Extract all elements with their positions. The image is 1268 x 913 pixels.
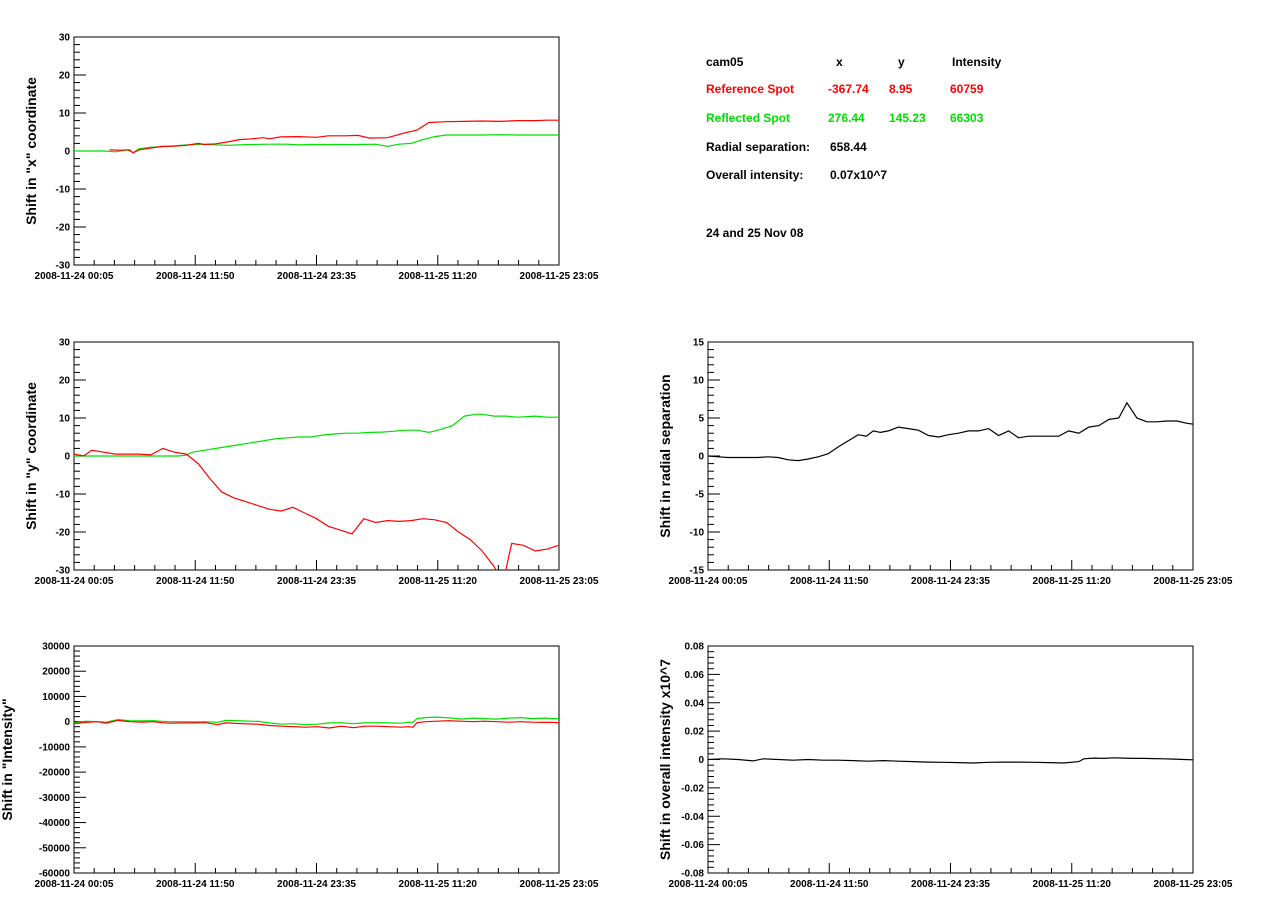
overall-intensity-shift-x-tick-label: 2008-11-25 23:05 bbox=[1154, 879, 1233, 890]
intensity-shift-x-tick-label: 2008-11-24 00:05 bbox=[35, 879, 114, 890]
x-shift-y-tick-label: 20 bbox=[59, 71, 71, 82]
radial-shift-frame bbox=[707, 341, 1194, 571]
radial-shift-y-tick-label: 5 bbox=[698, 414, 704, 425]
intensity-shift-y-tick-label: 20000 bbox=[42, 667, 70, 678]
overall-intensity-shift-y-tick-label: -0.04 bbox=[681, 812, 704, 823]
overall-intensity-shift-y-tick-label: -0.08 bbox=[681, 869, 704, 880]
intensity-shift-y-tick-label: -40000 bbox=[39, 818, 71, 829]
y-shift-y-tick-label: -10 bbox=[56, 490, 71, 501]
intensity-shift-x-tick-label: 2008-11-25 11:20 bbox=[399, 879, 478, 890]
radial-shift-y-tick-label: -15 bbox=[690, 566, 705, 577]
intensity-shift-series-line-2 bbox=[74, 719, 559, 729]
y-shift-y-tick-label: 30 bbox=[59, 338, 71, 349]
overall-intensity-shift-y-axis-title: Shift in overall intensity x10^7 bbox=[657, 659, 673, 860]
y-shift-y-tick-label: 20 bbox=[59, 376, 71, 387]
x-shift-x-tick-label: 2008-11-24 00:05 bbox=[35, 271, 114, 282]
intensity-shift-y-tick-label: -60000 bbox=[39, 869, 71, 880]
radial-shift-x-tick-label: 2008-11-24 23:35 bbox=[911, 576, 990, 587]
overall-intensity-shift-y-tick-label: 0.08 bbox=[685, 642, 705, 653]
x-shift-y-tick-label: 10 bbox=[59, 109, 71, 120]
y-shift-y-tick-label: -20 bbox=[56, 528, 71, 539]
y-shift-series-line-2 bbox=[74, 447, 559, 570]
overall-intensity-shift-y-tick-label: 0 bbox=[698, 755, 704, 766]
intensity-shift-y-tick-label: 30000 bbox=[42, 642, 70, 653]
overall-intensity-shift-x-tick-label: 2008-11-24 23:35 bbox=[911, 879, 990, 890]
overall-intensity-shift-y-tick-label: -0.06 bbox=[681, 840, 704, 851]
y-shift-x-tick-label: 2008-11-24 23:35 bbox=[277, 576, 356, 587]
intensity-shift-x-tick-label: 2008-11-24 23:35 bbox=[277, 879, 356, 890]
y-shift-series-line-1 bbox=[74, 413, 559, 457]
intensity-shift-series-line-1 bbox=[74, 716, 559, 726]
radial-shift-y-tick-label: 0 bbox=[698, 452, 704, 463]
y-shift-y-tick-label: 0 bbox=[64, 452, 70, 463]
intensity-shift-x-tick-label: 2008-11-25 23:05 bbox=[520, 879, 599, 890]
overall-intensity-shift-y-tick-label: 0.04 bbox=[685, 698, 705, 709]
x-shift-x-tick-label: 2008-11-24 23:35 bbox=[277, 271, 356, 282]
overall-intensity-shift-x-tick-label: 2008-11-24 11:50 bbox=[790, 879, 869, 890]
radial-shift-x-tick-label: 2008-11-25 23:05 bbox=[1154, 576, 1233, 587]
radial-shift-x-tick-label: 2008-11-24 00:05 bbox=[669, 576, 748, 587]
intensity-shift-y-tick-label: -30000 bbox=[39, 793, 71, 804]
x-shift-y-tick-label: -20 bbox=[56, 223, 71, 234]
x-shift-x-tick-label: 2008-11-24 11:50 bbox=[156, 271, 235, 282]
intensity-shift-frame bbox=[73, 645, 560, 874]
x-shift-frame bbox=[73, 36, 560, 266]
radial-shift-x-tick-label: 2008-11-24 11:50 bbox=[790, 576, 869, 587]
overall-intensity-shift-y-tick-label: -0.02 bbox=[681, 783, 704, 794]
y-shift-y-tick-label: -30 bbox=[56, 566, 71, 577]
x-shift-x-tick-label: 2008-11-25 23:05 bbox=[520, 271, 599, 282]
x-shift-y-tick-label: 30 bbox=[59, 33, 71, 44]
intensity-shift-y-tick-label: -10000 bbox=[39, 742, 71, 753]
overall-intensity-shift-x-tick-label: 2008-11-25 11:20 bbox=[1033, 879, 1112, 890]
x-shift-x-tick-label: 2008-11-25 11:20 bbox=[399, 271, 478, 282]
y-shift-y-axis-title: Shift in "y" coordinate bbox=[23, 382, 39, 530]
x-shift-y-tick-label: 0 bbox=[64, 147, 70, 158]
radial-shift-y-tick-label: -10 bbox=[690, 528, 705, 539]
intensity-shift-y-tick-label: -50000 bbox=[39, 843, 71, 854]
radial-shift-x-tick-label: 2008-11-25 11:20 bbox=[1033, 576, 1112, 587]
intensity-shift-y-tick-label: -20000 bbox=[39, 768, 71, 779]
x-shift-series-line-1 bbox=[74, 134, 559, 154]
y-shift-y-tick-label: 10 bbox=[59, 414, 71, 425]
intensity-shift-y-axis-title: Shift in "Intensity" bbox=[0, 698, 15, 820]
overall-intensity-shift-y-tick-label: 0.06 bbox=[685, 670, 705, 681]
overall-intensity-shift-series-line-1 bbox=[708, 757, 1193, 764]
y-shift-x-tick-label: 2008-11-25 23:05 bbox=[520, 576, 599, 587]
x-shift-y-tick-label: -30 bbox=[56, 261, 71, 272]
y-shift-x-tick-label: 2008-11-24 11:50 bbox=[156, 576, 235, 587]
x-shift-series-line-2 bbox=[109, 119, 559, 154]
y-shift-x-tick-label: 2008-11-24 00:05 bbox=[35, 576, 114, 587]
x-shift-y-axis-title: Shift in "x" coordinate bbox=[23, 77, 39, 225]
y-shift-x-tick-label: 2008-11-25 11:20 bbox=[399, 576, 478, 587]
intensity-shift-y-tick-label: 0 bbox=[64, 717, 70, 728]
radial-shift-series-line-1 bbox=[708, 401, 1193, 462]
radial-shift-y-tick-label: -5 bbox=[695, 490, 704, 501]
radial-shift-y-tick-label: 15 bbox=[693, 338, 705, 349]
radial-shift-y-axis-title: Shift in radial separation bbox=[657, 374, 673, 537]
intensity-shift-y-tick-label: 10000 bbox=[42, 692, 70, 703]
intensity-shift-x-tick-label: 2008-11-24 11:50 bbox=[156, 879, 235, 890]
overall-intensity-shift-y-tick-label: 0.02 bbox=[685, 727, 705, 738]
radial-shift-y-tick-label: 10 bbox=[693, 376, 705, 387]
x-shift-y-tick-label: -10 bbox=[56, 185, 71, 196]
overall-intensity-shift-x-tick-label: 2008-11-24 00:05 bbox=[669, 879, 748, 890]
